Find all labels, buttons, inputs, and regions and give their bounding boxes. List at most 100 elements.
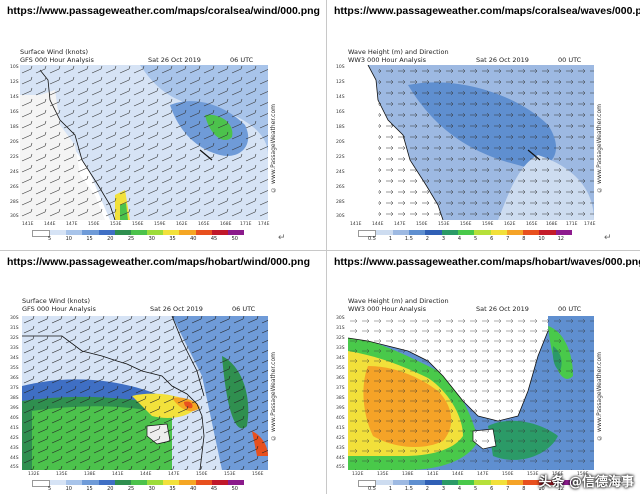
return-mark: ↵ — [278, 232, 286, 242]
ytick: 43S — [10, 446, 19, 451]
ytick: 12S — [336, 80, 345, 85]
url-coralsea-waves[interactable]: https://www.passageweather.com/maps/cora… — [334, 5, 640, 17]
xtick: 132E — [28, 472, 40, 477]
ytick: 42S — [336, 436, 345, 441]
ytick: 38S — [10, 396, 19, 401]
xtick: 168E — [220, 222, 232, 227]
xtick: 165E — [526, 222, 538, 227]
xtick: 156E — [552, 472, 564, 477]
ytick: 35S — [336, 366, 345, 371]
xtick: 159E — [482, 222, 494, 227]
ytick: 45S — [336, 465, 345, 470]
wave-map — [348, 316, 594, 470]
wind-legend-bar — [32, 230, 245, 237]
xtick: 171E — [240, 222, 252, 227]
ytick: 30S — [10, 214, 19, 219]
wave-legend-values: 0.5 1 1.5 2 3 4 5 6 7 8 10 12 — [368, 486, 564, 492]
xtick: 141E — [112, 472, 124, 477]
xtick: 162E — [504, 222, 516, 227]
xtick: 150E — [88, 222, 100, 227]
watermark: © www.PassageWeather.com — [270, 104, 277, 193]
xtick: 162E — [176, 222, 188, 227]
panel-model: WW3 000 Hour Analysis — [348, 56, 427, 64]
panel-time: 00 UTC — [558, 56, 582, 64]
ytick: 31S — [10, 326, 19, 331]
xtick: 144E — [140, 472, 152, 477]
panel-model: GFS 000 Hour Analysis — [20, 56, 94, 64]
ytick: 41S — [10, 426, 19, 431]
panel-hobart-waves: Wave Height (m) and Direction WW3 000 Ho… — [334, 292, 604, 492]
panel-hobart-wind: Surface Wind (knots) GFS 000 Hour Analys… — [8, 292, 278, 492]
ytick: 37S — [10, 386, 19, 391]
ytick: 40S — [10, 416, 19, 421]
watermark: © www.PassageWeather.com — [596, 352, 603, 441]
ytick: 20S — [10, 140, 19, 145]
ytick: 44S — [10, 456, 19, 461]
panel-title: Surface Wind (knots) — [20, 48, 89, 56]
xtick: 156E — [252, 472, 264, 477]
xtick: 135E — [56, 472, 68, 477]
ytick: 10S — [336, 65, 345, 70]
ytick: 22S — [10, 155, 19, 160]
panel-date: Sat 26 Oct 2019 — [148, 56, 201, 64]
xtick: 141E — [22, 222, 34, 227]
ytick: 34S — [336, 356, 345, 361]
xtick: 144E — [372, 222, 384, 227]
xtick: 165E — [198, 222, 210, 227]
xtick: 135E — [377, 472, 389, 477]
wave-legend-bar — [358, 480, 573, 487]
ytick: 33S — [10, 346, 19, 351]
ytick: 33S — [336, 346, 345, 351]
xtick: 150E — [416, 222, 428, 227]
xtick: 147E — [66, 222, 78, 227]
xtick: 153E — [110, 222, 122, 227]
wave-legend-bar — [358, 230, 573, 237]
xtick: 147E — [394, 222, 406, 227]
wind-legend-bar — [32, 480, 245, 487]
ytick: 34S — [10, 356, 19, 361]
horizontal-divider — [0, 250, 640, 251]
xtick: 138E — [84, 472, 96, 477]
ytick: 43S — [336, 446, 345, 451]
ytick: 10S — [10, 65, 19, 70]
ytick: 30S — [10, 316, 19, 321]
url-hobart-waves[interactable]: https://www.passageweather.com/maps/hoba… — [334, 256, 640, 268]
watermark: © www.PassageWeather.com — [270, 352, 277, 441]
xtick: 174E — [584, 222, 596, 227]
vertical-divider — [326, 0, 327, 494]
wind-legend-values: 5 10 15 20 25 30 35 40 45 50 — [48, 486, 238, 492]
url-coralsea-wind[interactable]: https://www.passageweather.com/maps/cora… — [7, 5, 320, 17]
xtick: 153E — [224, 472, 236, 477]
ytick: 32S — [336, 336, 345, 341]
ytick: 14S — [336, 95, 345, 100]
ytick: 24S — [336, 170, 345, 175]
ytick: 20S — [336, 140, 345, 145]
ytick: 38S — [336, 396, 345, 401]
xtick: 159E — [577, 472, 589, 477]
ytick: 30S — [336, 316, 345, 321]
ytick: 14S — [10, 95, 19, 100]
wave-map — [348, 65, 594, 220]
panel-title: Wave Height (m) and Direction — [348, 297, 449, 305]
url-hobart-wind[interactable]: https://www.passageweather.com/maps/hoba… — [7, 256, 311, 268]
xtick: 156E — [460, 222, 472, 227]
xtick: 141E — [427, 472, 439, 477]
ytick: 26S — [336, 185, 345, 190]
ytick: 16S — [10, 110, 19, 115]
panel-time: 06 UTC — [230, 56, 254, 64]
ytick: 31S — [336, 326, 345, 331]
xtick: 150E — [196, 472, 208, 477]
ytick: 45S — [10, 465, 19, 470]
xtick: 153E — [527, 472, 539, 477]
ytick: 32S — [10, 336, 19, 341]
panel-date: Sat 26 Oct 2019 — [476, 305, 529, 313]
panel-time: 00 UTC — [558, 305, 582, 313]
xtick: 153E — [438, 222, 450, 227]
xtick: 138E — [402, 472, 414, 477]
ytick: 44S — [336, 456, 345, 461]
return-mark: ↵ — [604, 232, 612, 242]
ytick: 37S — [336, 386, 345, 391]
wind-map — [22, 316, 268, 470]
panel-coralsea-waves: Wave Height (m) and Direction WW3 000 Ho… — [334, 44, 604, 242]
ytick: 12S — [10, 80, 19, 85]
